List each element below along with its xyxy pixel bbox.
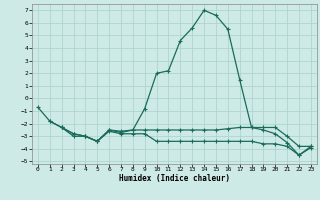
X-axis label: Humidex (Indice chaleur): Humidex (Indice chaleur)	[119, 174, 230, 183]
